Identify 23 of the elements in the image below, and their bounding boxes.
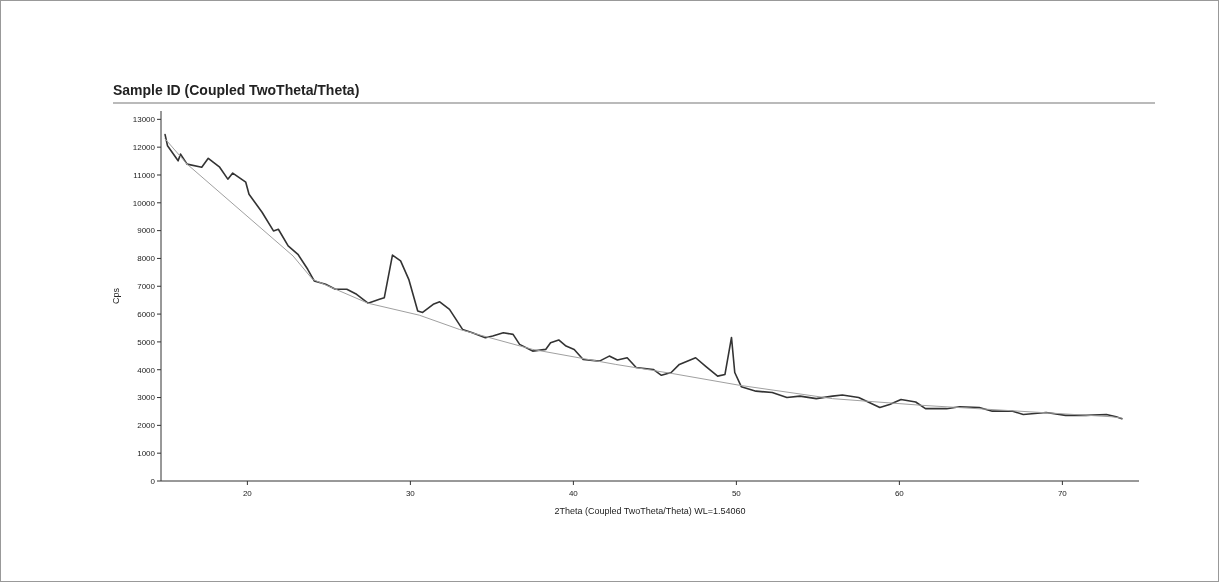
y-tick-label: 6000 (137, 309, 156, 319)
y-tick-label: 9000 (137, 226, 156, 236)
x-tick-label: 20 (242, 489, 253, 498)
y-tick-label: 2000 (137, 421, 156, 431)
y-tick-label: 12000 (132, 142, 156, 152)
y-axis-title: Cps (111, 287, 121, 305)
x-axis-title: 2Theta (Coupled TwoTheta/Theta) WL=1.54060 (554, 506, 746, 516)
y-tick-label: 11000 (133, 170, 156, 180)
y-tick-label: 7000 (137, 282, 156, 292)
y-tick-label: 3000 (137, 393, 156, 403)
y-tick-label: 5000 (137, 337, 156, 347)
x-tick-label: 50 (731, 489, 742, 498)
x-tick-label: 70 (1057, 489, 1068, 498)
x-tick-label: 40 (568, 489, 579, 498)
y-tick-label: 1000 (137, 448, 156, 458)
x-tick-label: 60 (894, 489, 905, 498)
y-tick-label: 10000 (132, 198, 156, 208)
chart-title: Sample ID (Coupled TwoTheta/Theta) (113, 82, 360, 98)
y-tick-label: 13000 (132, 115, 156, 125)
y-tick-label: 4000 (137, 365, 156, 375)
y-tick-label: 8000 (137, 254, 156, 264)
y-tick-label: 0 (150, 476, 156, 486)
x-tick-label: 30 (405, 489, 416, 498)
